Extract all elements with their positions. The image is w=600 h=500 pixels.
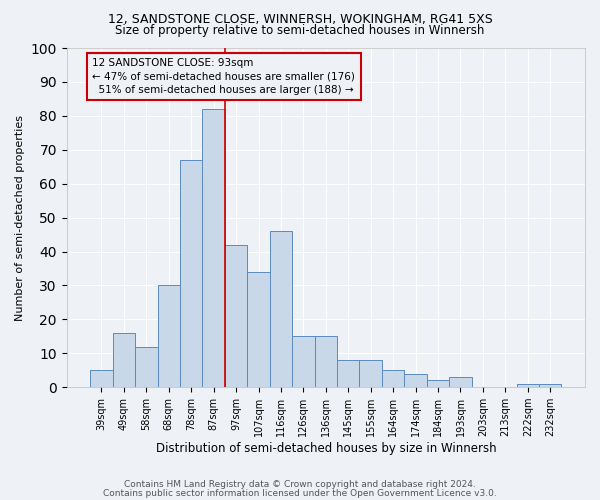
Bar [180,160,202,387]
Bar [359,360,382,387]
Bar [158,286,180,387]
Bar [225,244,247,387]
Bar [517,384,539,387]
Bar [314,336,337,387]
Bar [247,272,270,387]
Bar [90,370,113,387]
Bar [270,231,292,387]
Bar [135,346,158,387]
Bar [337,360,359,387]
Text: 12 SANDSTONE CLOSE: 93sqm
← 47% of semi-detached houses are smaller (176)
  51% : 12 SANDSTONE CLOSE: 93sqm ← 47% of semi-… [92,58,355,94]
Bar [382,370,404,387]
Bar [427,380,449,387]
Bar [539,384,562,387]
Bar [449,377,472,387]
Y-axis label: Number of semi-detached properties: Number of semi-detached properties [15,114,25,320]
Bar [404,374,427,387]
Text: Size of property relative to semi-detached houses in Winnersh: Size of property relative to semi-detach… [115,24,485,37]
Bar [113,333,135,387]
Bar [202,109,225,387]
Text: Contains HM Land Registry data © Crown copyright and database right 2024.: Contains HM Land Registry data © Crown c… [124,480,476,489]
Text: Contains public sector information licensed under the Open Government Licence v3: Contains public sector information licen… [103,489,497,498]
X-axis label: Distribution of semi-detached houses by size in Winnersh: Distribution of semi-detached houses by … [155,442,496,455]
Text: 12, SANDSTONE CLOSE, WINNERSH, WOKINGHAM, RG41 5XS: 12, SANDSTONE CLOSE, WINNERSH, WOKINGHAM… [107,12,493,26]
Bar [292,336,314,387]
